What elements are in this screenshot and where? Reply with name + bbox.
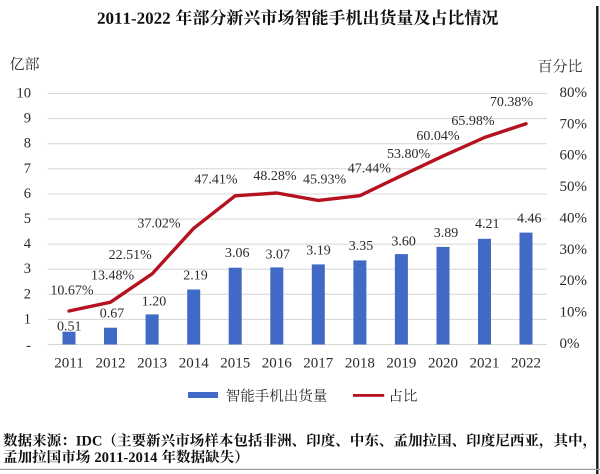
svg-text:2012: 2012 [96,355,126,371]
svg-text:47.41%: 47.41% [194,173,238,188]
svg-text:2013: 2013 [137,355,167,371]
svg-text:3.35: 3.35 [349,239,374,254]
svg-text:30%: 30% [560,242,588,258]
svg-text:60.04%: 60.04% [416,129,460,144]
svg-text:2018: 2018 [345,355,375,371]
svg-text:10.67%: 10.67% [50,284,94,299]
svg-text:2011: 2011 [54,355,83,371]
svg-text:65.98%: 65.98% [451,114,495,129]
svg-text:7: 7 [24,161,31,177]
svg-text:0%: 0% [560,336,580,352]
svg-text:20%: 20% [560,273,588,289]
svg-text:2.19: 2.19 [183,269,208,284]
svg-text:2014: 2014 [179,355,210,371]
svg-text:48.28%: 48.28% [253,169,297,184]
svg-text:5: 5 [24,211,31,227]
svg-text:50%: 50% [560,179,588,195]
svg-text:70%: 70% [560,116,588,132]
svg-text:0.51: 0.51 [57,320,82,335]
svg-text:3.07: 3.07 [265,248,290,263]
svg-text:6: 6 [24,186,31,202]
svg-text:4.21: 4.21 [475,217,500,232]
svg-text:40%: 40% [560,210,588,226]
svg-text:3.89: 3.89 [434,226,459,241]
svg-text:4.46: 4.46 [517,211,542,226]
svg-text:10%: 10% [560,305,588,321]
svg-text:2022: 2022 [511,355,541,371]
svg-text:2017: 2017 [303,355,334,371]
svg-text:2019: 2019 [386,355,416,371]
svg-text:3.06: 3.06 [225,246,250,261]
svg-text:53.80%: 53.80% [387,147,431,162]
svg-text:2015: 2015 [220,355,250,371]
svg-text:3: 3 [24,261,31,277]
svg-text:1.20: 1.20 [142,295,167,310]
svg-text:2016: 2016 [262,355,293,371]
svg-text:37.02%: 37.02% [137,217,181,232]
svg-text:9: 9 [24,111,31,127]
svg-text:2: 2 [24,286,31,302]
svg-text:3.60: 3.60 [391,234,416,249]
svg-text:60%: 60% [560,148,588,164]
svg-text:47.44%: 47.44% [348,162,392,177]
svg-text:-: - [26,338,31,354]
svg-text:1: 1 [24,311,31,327]
svg-text:3.19: 3.19 [306,244,331,259]
svg-text:0.67: 0.67 [100,307,125,322]
svg-text:13.48%: 13.48% [91,269,135,284]
svg-text:4: 4 [24,236,32,252]
svg-text:2020: 2020 [428,355,458,371]
svg-text:22.51%: 22.51% [109,248,153,263]
svg-text:70.38%: 70.38% [490,95,534,110]
svg-text:2021: 2021 [470,355,500,371]
svg-text:8: 8 [24,136,31,152]
svg-text:80%: 80% [560,85,588,101]
svg-text:45.93%: 45.93% [303,172,347,187]
svg-text:10: 10 [17,86,32,102]
